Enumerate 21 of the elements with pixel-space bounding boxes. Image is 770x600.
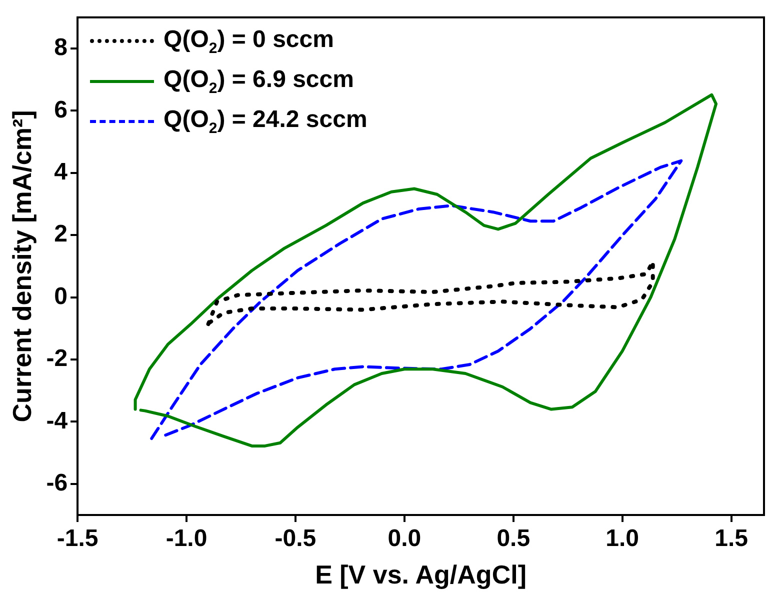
- x-axis-title: E [V vs. Ag/AgCl]: [315, 560, 526, 590]
- y-tick-label: -4: [46, 407, 68, 434]
- y-tick-label: 6: [54, 96, 68, 124]
- x-tick-label: -1.0: [166, 525, 208, 552]
- x-tick-label: 1.5: [714, 525, 748, 552]
- x-tick-label: -1.5: [56, 525, 98, 552]
- y-axis-title: Current density [mA/cm²]: [6, 110, 37, 422]
- x-tick-label: 1.0: [606, 525, 640, 552]
- x-tick-label: -0.5: [274, 525, 316, 552]
- line-series: [150, 159, 683, 440]
- y-tick-label: -6: [46, 470, 68, 497]
- y-tick-label: -2: [46, 345, 68, 372]
- x-tick-label: 0.5: [496, 525, 530, 552]
- y-tick-label: 0: [54, 282, 68, 310]
- legend-label: Q(O$_{2}$) = 24.2 sccm: [164, 106, 368, 137]
- x-tick-label: 0.0: [388, 525, 422, 552]
- legend-label: Q(O$_{2}$) = 0 sccm: [164, 26, 334, 57]
- y-tick-label: 2: [54, 220, 68, 248]
- y-tick-label: 4: [54, 158, 68, 186]
- y-tick-label: 8: [54, 34, 68, 62]
- legend-label: Q(O$_{2}$) = 6.9 sccm: [164, 66, 354, 97]
